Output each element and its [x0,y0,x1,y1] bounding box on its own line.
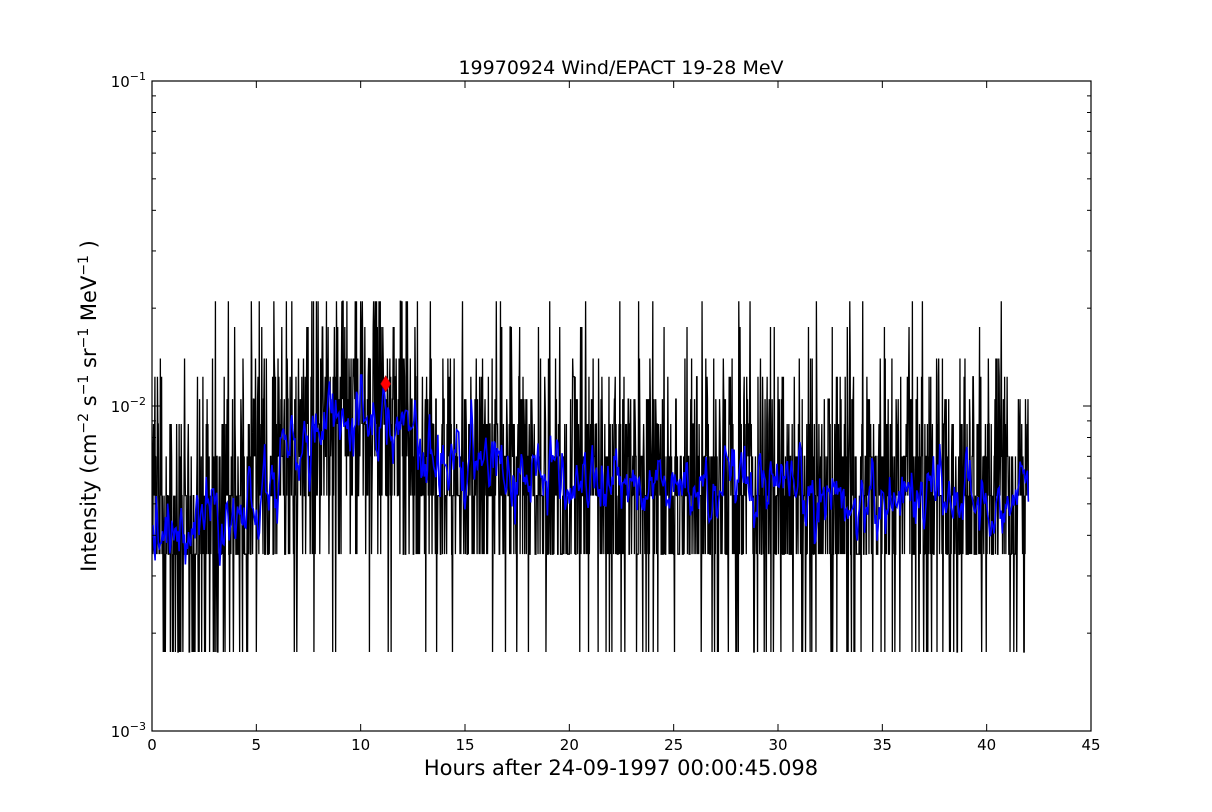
series-line-blue [152,374,1030,566]
series-line-black [152,300,1030,653]
plot-area [152,300,1030,653]
x-tick-label: 25 [664,736,683,754]
y-tick-label: 10−1 [111,70,146,91]
x-tick-label: 45 [1081,736,1100,754]
x-tick-label: 5 [252,736,262,754]
y-axis: 10−3 10−2 10−1 [111,70,1091,741]
y-axis-title: Intensity (cm−2 s−1 sr−1 MeV−1 ) [76,240,101,572]
x-tick-label: 15 [455,736,474,754]
y-tick-label: 10−3 [111,720,146,741]
chart-title: 19970924 Wind/EPACT 19-28 MeV [458,57,783,79]
x-tick-label: 30 [768,736,787,754]
y-tick-label: 10−2 [111,395,146,416]
x-tick-label: 20 [560,736,579,754]
x-tick-label: 40 [977,736,996,754]
peak-marker [380,375,392,393]
x-tick-label: 0 [147,736,157,754]
x-tick-label: 10 [351,736,370,754]
x-axis: 0 5 10 15 20 25 30 35 40 45 [147,81,1101,754]
x-axis-title: Hours after 24-09-1997 00:00:45.098 [424,756,818,780]
x-tick-label: 35 [873,736,892,754]
